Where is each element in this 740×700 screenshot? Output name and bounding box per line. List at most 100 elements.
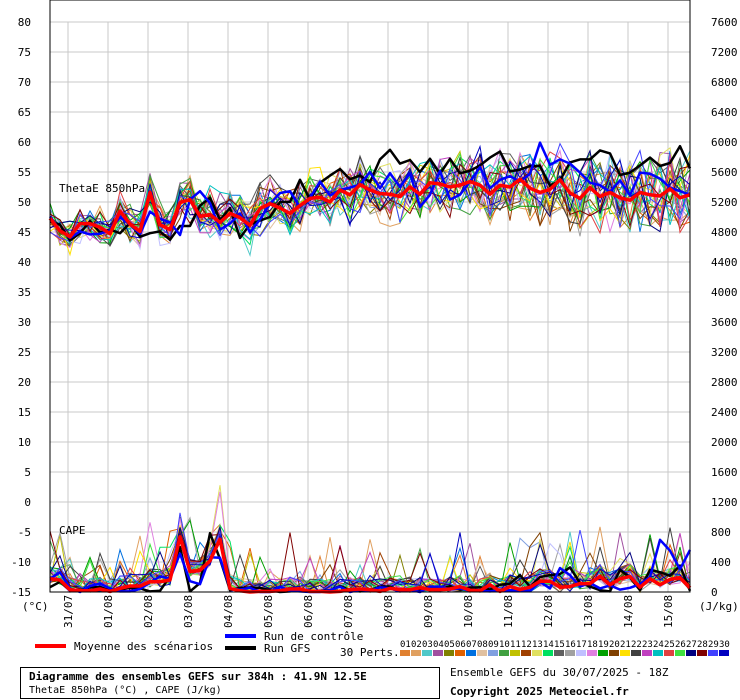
member-legend-swatch: [653, 650, 663, 656]
member-legend-swatch: [466, 650, 476, 656]
date-tick-label: 03/08: [182, 595, 195, 628]
left-tick-label: 20: [18, 376, 31, 389]
main-series: [48, 141, 692, 594]
member-legend-swatch: [543, 650, 553, 656]
chart-title: Diagramme des ensembles GEFS sur 384h : …: [29, 670, 367, 683]
member-legend-swatch: [510, 650, 520, 656]
member-legend-number: 26: [675, 640, 686, 650]
left-tick-label: 80: [18, 16, 31, 29]
date-tick-label: 01/08: [102, 595, 115, 628]
date-tick-label: 10/08: [462, 595, 475, 628]
member-legend-number: 12: [521, 640, 532, 650]
left-tick-label: 55: [18, 166, 31, 179]
right-tick-label: 400: [711, 556, 731, 569]
right-tick-label: 7600: [711, 16, 738, 29]
left-tick-label: 15: [18, 406, 31, 419]
left-tick-label: 35: [18, 286, 31, 299]
member-legend-swatch: [686, 650, 696, 656]
right-tick-label: 4000: [711, 286, 738, 299]
member-legend-swatch: [708, 650, 718, 656]
member-legend-swatch: [565, 650, 575, 656]
member-theta-e-line: [49, 152, 691, 243]
legend-control-label: Run de contrôle: [264, 630, 363, 643]
member-legend-number: 17: [576, 640, 587, 650]
right-tick-label: 7200: [711, 46, 738, 59]
right-tick-label: 1600: [711, 466, 738, 479]
right-tick-label: 6000: [711, 136, 738, 149]
member-legend-swatch: [598, 650, 608, 656]
cape-panel-label: CAPE: [59, 524, 86, 537]
chart-subtitle: ThetaE 850hPa (°C) , CAPE (J/kg): [29, 685, 222, 696]
right-tick-label: 2800: [711, 376, 738, 389]
date-tick-label: 02/08: [142, 595, 155, 628]
member-legend-swatch: [411, 650, 421, 656]
member-legend-number: 06: [455, 640, 466, 650]
date-tick-label: 31/07: [62, 595, 75, 628]
member-legend-swatch: [433, 650, 443, 656]
left-tick-label: 10: [18, 436, 31, 449]
member-legend-number: 15: [554, 640, 565, 650]
member-legend-number: 29: [708, 640, 719, 650]
member-legend-swatch: [719, 650, 729, 656]
mean-cape-line: [49, 535, 692, 594]
member-legend-number: 16: [565, 640, 576, 650]
member-legend-swatch: [521, 650, 531, 656]
left-tick-label: 65: [18, 106, 31, 119]
left-tick-label: 5: [24, 466, 31, 479]
member-legend-swatch: [664, 650, 674, 656]
member-legend-swatch: [576, 650, 586, 656]
member-legend-number: 07: [466, 640, 477, 650]
legend-gfs-label: Run GFS: [264, 642, 310, 655]
right-tick-label: 6400: [711, 106, 738, 119]
copyright: Copyright 2025 Meteociel.fr: [450, 685, 629, 698]
date-tick-label: 07/08: [342, 595, 355, 628]
left-tick-label: 40: [18, 256, 31, 269]
left-tick-label: -15: [11, 586, 31, 599]
date-tick-label: 12/08: [542, 595, 555, 628]
date-tick-label: 09/08: [422, 595, 435, 628]
member-legend-swatch: [400, 650, 410, 656]
member-legend-number: 09: [488, 640, 499, 650]
member-legend-number: 21: [620, 640, 631, 650]
member-legend-swatch: [477, 650, 487, 656]
member-legend-swatch: [554, 650, 564, 656]
right-tick-label: 5200: [711, 196, 738, 209]
left-tick-label: 70: [18, 76, 31, 89]
date-tick-label: 11/08: [502, 595, 515, 628]
date-tick-label: 08/08: [382, 595, 395, 628]
member-cape-line: [49, 485, 691, 593]
left-tick-label: 45: [18, 226, 31, 239]
date-tick-label: 04/08: [222, 595, 235, 628]
date-tick-label: 06/08: [302, 595, 315, 628]
member-legend-number: 22: [631, 640, 642, 650]
gfs-theta-e-line: [49, 144, 692, 242]
right-tick-label: 3600: [711, 316, 738, 329]
member-legend-number: 05: [444, 640, 455, 650]
right-axis-unit: (J/kg): [699, 600, 739, 613]
member-legend-number: 13: [532, 640, 543, 650]
member-legend-swatch: [532, 650, 542, 656]
member-legend-number: 28: [697, 640, 708, 650]
member-legend-swatch: [587, 650, 597, 656]
member-legend-number: 27: [686, 640, 697, 650]
date-tick-label: 05/08: [262, 595, 275, 628]
right-tick-label: 1200: [711, 496, 738, 509]
right-tick-label: 5600: [711, 166, 738, 179]
right-tick-label: 0: [711, 586, 718, 599]
left-axis-unit: (°C): [22, 600, 49, 613]
member-legend-number: 10: [499, 640, 510, 650]
member-legend-swatch: [642, 650, 652, 656]
member-legend-swatch: [620, 650, 630, 656]
footer-box: Diagramme des ensembles GEFS sur 384h : …: [20, 667, 440, 699]
theta-e-panel-label: ThetaE 850hPa: [59, 182, 145, 195]
right-tick-label: 4400: [711, 256, 738, 269]
member-legend-number: 01: [400, 640, 411, 650]
member-legend-number: 14: [543, 640, 554, 650]
left-tick-label: 50: [18, 196, 31, 209]
member-legend-number: 04: [433, 640, 444, 650]
left-tick-label: 0: [24, 496, 31, 509]
grid: [50, 21, 690, 593]
mean-theta-e-line: [48, 177, 691, 239]
